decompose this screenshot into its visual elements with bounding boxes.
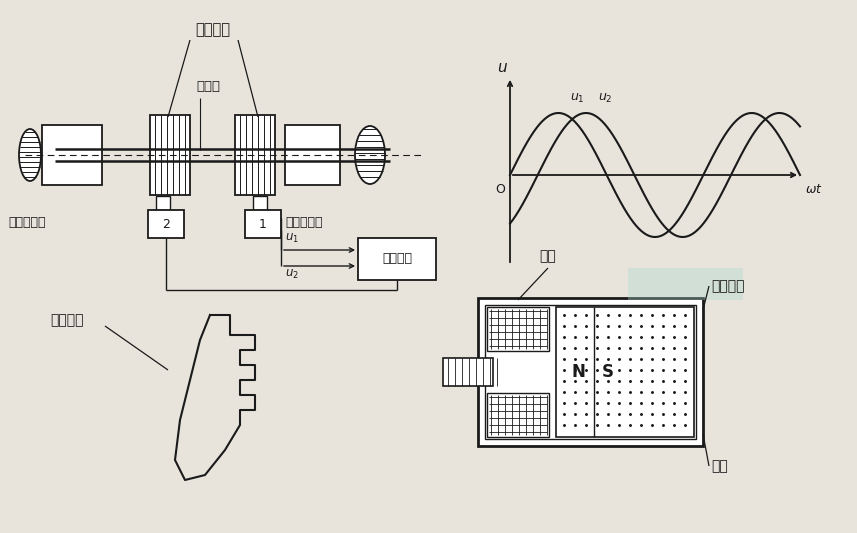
Ellipse shape [19,129,41,181]
Text: $\omega t$: $\omega t$ [805,183,823,196]
Text: 磁电传感器: 磁电传感器 [8,215,45,229]
Text: $u_1$: $u_1$ [571,92,585,105]
Text: $u$: $u$ [496,60,507,75]
Text: 齿形圆盘: 齿形圆盘 [50,313,83,327]
Text: $u_2$: $u_2$ [285,268,299,281]
Bar [358,238,436,280]
Bar [485,305,696,439]
Text: $u_1$: $u_1$ [285,232,299,245]
Text: 永久磁铁: 永久磁铁 [711,279,745,293]
Text: 齿形圆盘: 齿形圆盘 [195,22,231,37]
Text: 1: 1 [259,217,267,230]
Text: 扭转轴: 扭转轴 [196,80,220,93]
Text: 磁电传感器: 磁电传感器 [285,215,322,229]
Bar [443,358,493,386]
Bar [245,210,281,238]
Bar [235,115,275,195]
Bar [478,298,703,446]
Text: O: O [495,183,505,196]
Bar [148,210,184,238]
Bar [150,115,190,195]
Bar [285,125,340,185]
Text: N: N [571,363,585,381]
Bar [42,125,102,185]
Bar [156,196,170,210]
Bar [556,307,694,437]
Text: 2: 2 [162,217,170,230]
Bar [253,196,267,210]
Text: 铁芯: 铁芯 [711,459,728,473]
Ellipse shape [355,126,385,184]
Text: 线圈: 线圈 [540,249,556,263]
Text: $u_2$: $u_2$ [598,92,613,105]
Bar [487,393,549,437]
Text: S: S [602,363,614,381]
Bar [628,268,743,300]
Bar [487,307,549,351]
Text: 测量仪表: 测量仪表 [382,253,412,265]
